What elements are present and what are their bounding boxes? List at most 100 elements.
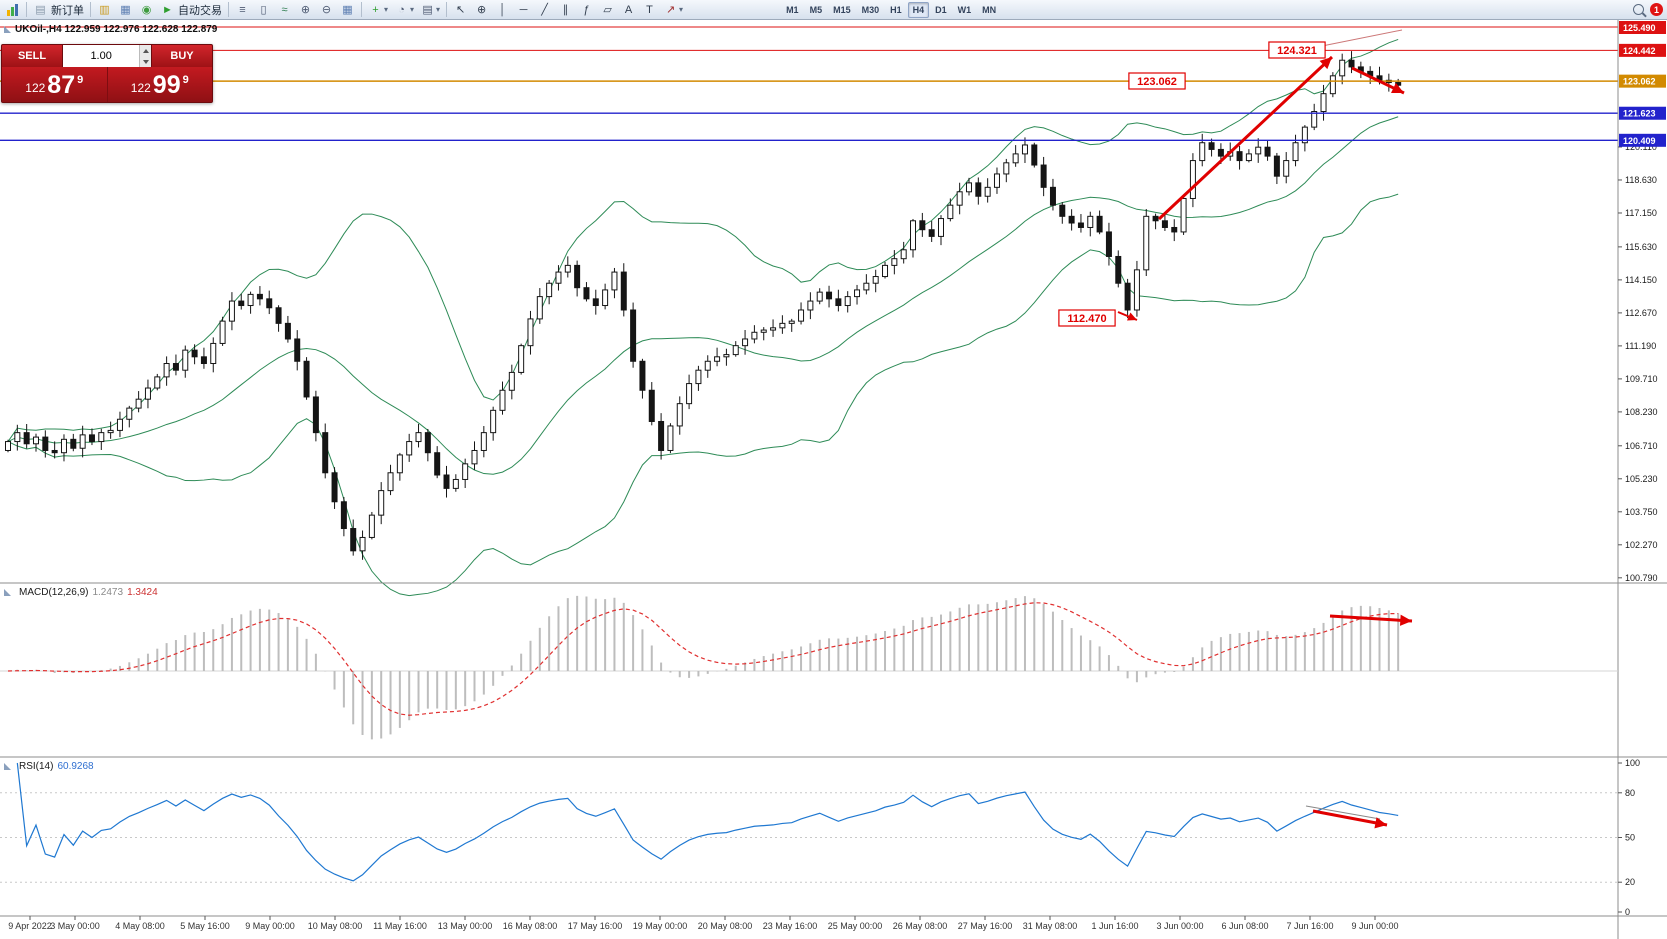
arrows-icon: ↗ — [665, 3, 676, 16]
time-axis-label: 5 May 16:00 — [180, 921, 230, 931]
navigator-icon: ◉ — [141, 3, 152, 16]
horizontal-price-lines[interactable] — [0, 26, 1618, 142]
shapes-icon: ▱ — [603, 3, 612, 16]
bollinger-bands — [7, 38, 1399, 597]
trend-arrow[interactable] — [1351, 66, 1405, 95]
crosshair-icon[interactable]: ⊕ — [471, 1, 492, 19]
market-watch-icon: ▦ — [120, 3, 131, 16]
price-axis[interactable]: 120.110 118.630 117.150 115.630 114.150 112.6… — [1618, 21, 1666, 583]
line-chart-icon[interactable]: ≈ — [274, 1, 295, 19]
rsi-name: RSI(14) — [19, 761, 54, 772]
price-tick-label: 102.270 — [1625, 540, 1658, 550]
panel-grip-icon[interactable] — [4, 763, 11, 770]
time-axis-label: 25 May 00:00 — [828, 921, 883, 931]
rsi-axis-label: 20 — [1625, 877, 1635, 887]
channel-icon[interactable]: ∥ — [555, 1, 576, 19]
sell-price-prefix: 122 — [25, 81, 46, 95]
horizontal-line-icon[interactable]: ─ — [513, 1, 534, 19]
time-axis-label: 3 Jun 00:00 — [1156, 921, 1203, 931]
timeframe-w1-button[interactable]: W1 — [957, 4, 972, 15]
panel-grip-icon[interactable] — [4, 26, 11, 33]
toolbar-separator — [446, 2, 448, 17]
price-annotation[interactable]: 123.062 — [1128, 72, 1186, 90]
timeframe-m30-button[interactable]: M30 — [861, 4, 880, 15]
zoom-out-icon[interactable]: ⊖ — [316, 1, 337, 19]
time-axis-label: 9 Jun 00:00 — [1351, 921, 1398, 931]
bar-chart-icon: ≡ — [239, 3, 246, 16]
periods-icon[interactable]: ◔ ▾ — [391, 1, 417, 19]
analysis-trendline[interactable] — [1321, 29, 1403, 47]
timeframe-h1-button[interactable]: H1 — [890, 4, 902, 15]
new-order-button[interactable]: ▤ 新订单 — [30, 1, 87, 19]
timeframe-m5-button[interactable]: M5 — [809, 4, 823, 15]
timeframe-m15-button[interactable]: M15 — [833, 4, 851, 15]
templates-icon[interactable]: ▤ ▾ — [417, 1, 443, 19]
sell-button[interactable]: SELL — [2, 45, 62, 67]
indicators-icon[interactable]: + ▾ — [365, 1, 391, 19]
trend-arrow[interactable] — [1312, 809, 1388, 829]
buy-button[interactable]: BUY — [152, 45, 212, 67]
dropdown-caret-icon: ▾ — [679, 5, 684, 14]
volume-input[interactable] — [63, 45, 140, 67]
periods-icon: ◔ — [398, 3, 405, 16]
cursor-icon[interactable]: ↖ — [450, 1, 471, 19]
time-axis-label: 9 May 00:00 — [245, 921, 295, 931]
buy-price-prefix: 122 — [130, 81, 151, 95]
notification-badge[interactable]: 1 — [1650, 3, 1663, 16]
panel-grip-icon[interactable] — [4, 589, 11, 596]
time-axis-label: 13 May 00:00 — [438, 921, 493, 931]
volume-decrease-button[interactable] — [140, 56, 151, 67]
time-axis-label: 3 May 00:00 — [50, 921, 100, 931]
dropdown-caret-icon: ▾ — [410, 5, 415, 14]
text-icon: A — [624, 3, 633, 16]
time-axis-label: 23 May 16:00 — [763, 921, 818, 931]
timeframe-m1-button[interactable]: M1 — [786, 4, 799, 15]
bar-chart-icon[interactable]: ≡ — [232, 1, 253, 19]
trend-arrow[interactable] — [1117, 311, 1138, 321]
analysis-trendline[interactable] — [1305, 805, 1381, 820]
timeframe-h4-button[interactable]: H4 — [907, 1, 930, 18]
crosshair-icon: ⊕ — [476, 3, 487, 16]
timeframe-mn-button[interactable]: MN — [982, 4, 997, 15]
app-icon[interactable] — [2, 1, 23, 19]
rsi-axis-label: 80 — [1625, 788, 1635, 798]
horizontal-line-icon: ─ — [519, 3, 528, 16]
trendline-icon[interactable]: ╱ — [534, 1, 555, 19]
sell-price-frac: 9 — [77, 73, 84, 86]
price-tick-label: 108.230 — [1625, 407, 1658, 417]
shapes-icon[interactable]: ▱ — [597, 1, 618, 19]
fibonacci-icon[interactable]: ƒ — [576, 1, 597, 19]
price-annotation[interactable]: 112.470 — [1058, 309, 1116, 327]
autotrading-button[interactable]: ► 自动交易 — [157, 1, 225, 19]
new-order-button-label: 新订单 — [51, 4, 84, 17]
tile-windows-icon[interactable]: ▦ — [337, 1, 358, 19]
trend-arrow[interactable] — [1329, 614, 1413, 626]
search-icon[interactable] — [1633, 4, 1644, 15]
time-axis-label: 11 May 16:00 — [373, 921, 427, 931]
one-click-trading-panel: SELL BUY 122 87 9 122 99 9 — [1, 44, 213, 103]
navigator-icon[interactable]: ◉ — [136, 1, 157, 19]
buy-price-frac: 9 — [182, 73, 189, 86]
charts-window-icon[interactable]: ▥ — [94, 1, 115, 19]
trend-arrow[interactable] — [1157, 55, 1334, 221]
symbol-ohlc-text: UKOil-,H4 122.959 122.976 122.628 122.87… — [15, 24, 218, 35]
arrows-icon[interactable]: ↗ ▾ — [660, 1, 686, 19]
timeframe-d1-button[interactable]: D1 — [935, 4, 947, 15]
vertical-line-icon[interactable]: │ — [492, 1, 513, 19]
market-watch-icon[interactable]: ▦ — [115, 1, 136, 19]
svg-text:112.470: 112.470 — [1067, 313, 1106, 325]
volume-increase-button[interactable] — [140, 45, 151, 56]
text-icon[interactable]: A — [618, 1, 639, 19]
label-icon[interactable]: T — [639, 1, 660, 19]
time-axis-label: 20 May 08:00 — [698, 921, 753, 931]
cursor-icon: ↖ — [455, 3, 466, 16]
price-annotation[interactable]: 124.321 — [1268, 41, 1326, 59]
zoom-out-icon: ⊖ — [321, 3, 332, 16]
candlestick-chart-icon[interactable]: ▯ — [253, 1, 274, 19]
sell-price-display[interactable]: 122 87 9 — [2, 67, 107, 102]
buy-price-display[interactable]: 122 99 9 — [108, 67, 213, 102]
zoom-in-icon[interactable]: ⊕ — [295, 1, 316, 19]
